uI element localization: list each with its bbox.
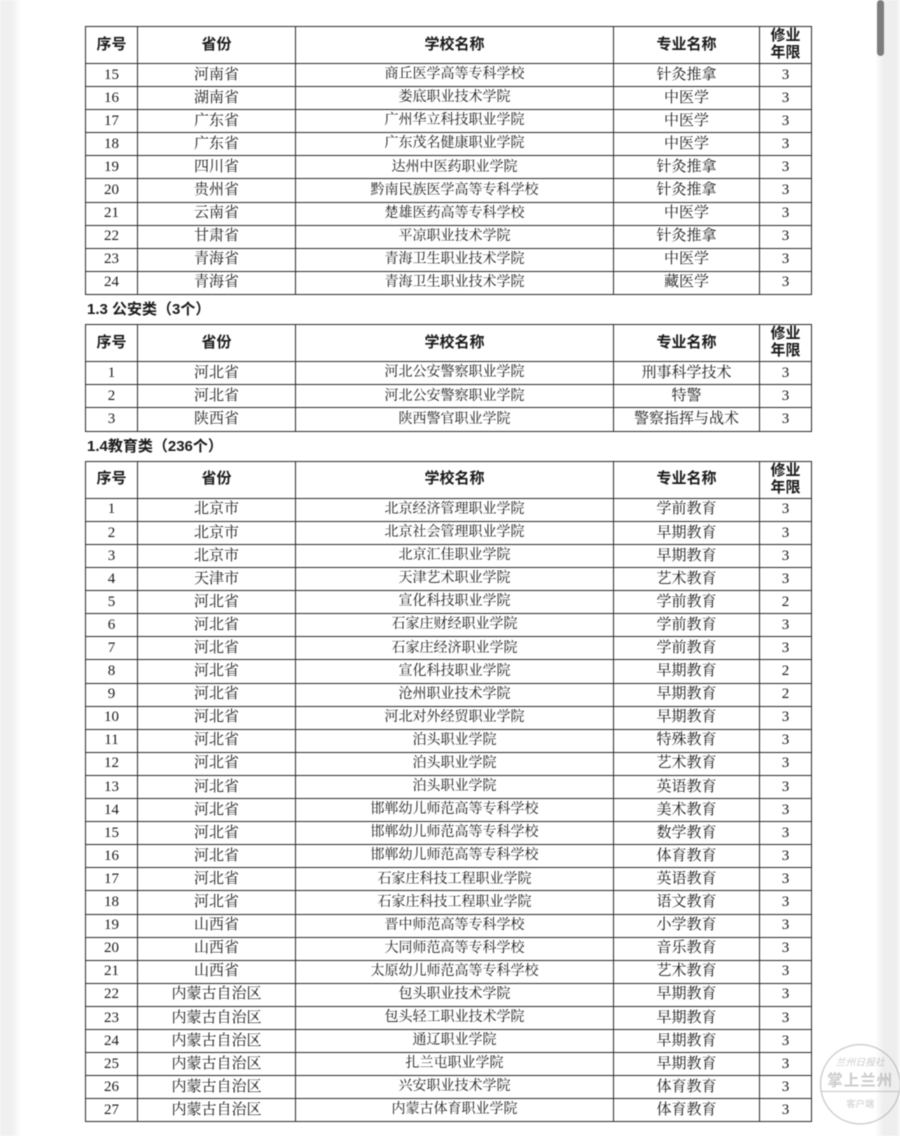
svg-text:客户端: 客户端 <box>846 1098 874 1109</box>
svg-text:兰州日报社: 兰州日报社 <box>836 1057 886 1069</box>
svg-text:掌上兰州: 掌上兰州 <box>827 1070 893 1089</box>
